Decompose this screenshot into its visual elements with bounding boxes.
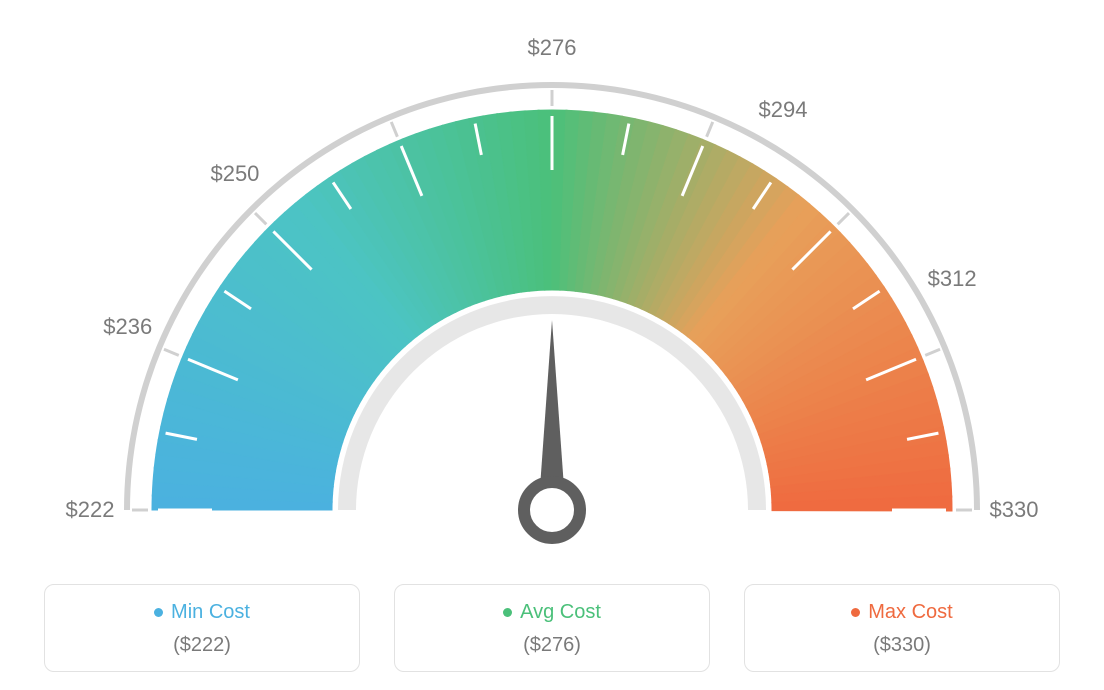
legend-card-min: Min Cost ($222) [44, 584, 360, 672]
legend-title-max: Max Cost [868, 601, 952, 624]
gauge-tick-label: $312 [928, 266, 977, 292]
legend-value-min: ($222) [55, 634, 349, 657]
legend-card-avg: Avg Cost ($276) [394, 584, 710, 672]
legend-title-avg: Avg Cost [520, 601, 601, 624]
gauge-chart: $222 $236 $250 $276 $294 $312 $330 [52, 20, 1052, 580]
legend-value-avg: ($276) [405, 634, 699, 657]
gauge-tick-label: $294 [759, 97, 808, 123]
gauge-tick-label: $236 [103, 314, 152, 340]
gauge-tick-label: $222 [66, 497, 115, 523]
legend-dot-min [154, 608, 163, 617]
legend-dot-max [851, 608, 860, 617]
legend-dot-avg [503, 608, 512, 617]
gauge-tick-label: $276 [528, 35, 577, 61]
legend-title-min: Min Cost [171, 601, 250, 624]
gauge-tick-label: $250 [210, 161, 259, 187]
legend-value-max: ($330) [755, 634, 1049, 657]
gauge-tick-label: $330 [990, 497, 1039, 523]
gauge-svg [52, 20, 1052, 580]
legend-card-max: Max Cost ($330) [744, 584, 1060, 672]
legend-row: Min Cost ($222) Avg Cost ($276) Max Cost… [0, 584, 1104, 672]
